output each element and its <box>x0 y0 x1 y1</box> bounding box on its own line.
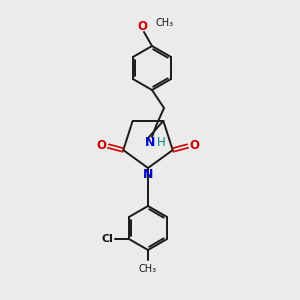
Text: O: O <box>96 139 106 152</box>
Text: CH₃: CH₃ <box>156 18 174 28</box>
Text: O: O <box>137 20 147 32</box>
Text: N: N <box>145 136 155 148</box>
Text: H: H <box>157 136 165 149</box>
Text: CH₃: CH₃ <box>139 264 157 274</box>
Text: Cl: Cl <box>101 234 113 244</box>
Text: O: O <box>190 139 200 152</box>
Text: N: N <box>143 169 153 182</box>
